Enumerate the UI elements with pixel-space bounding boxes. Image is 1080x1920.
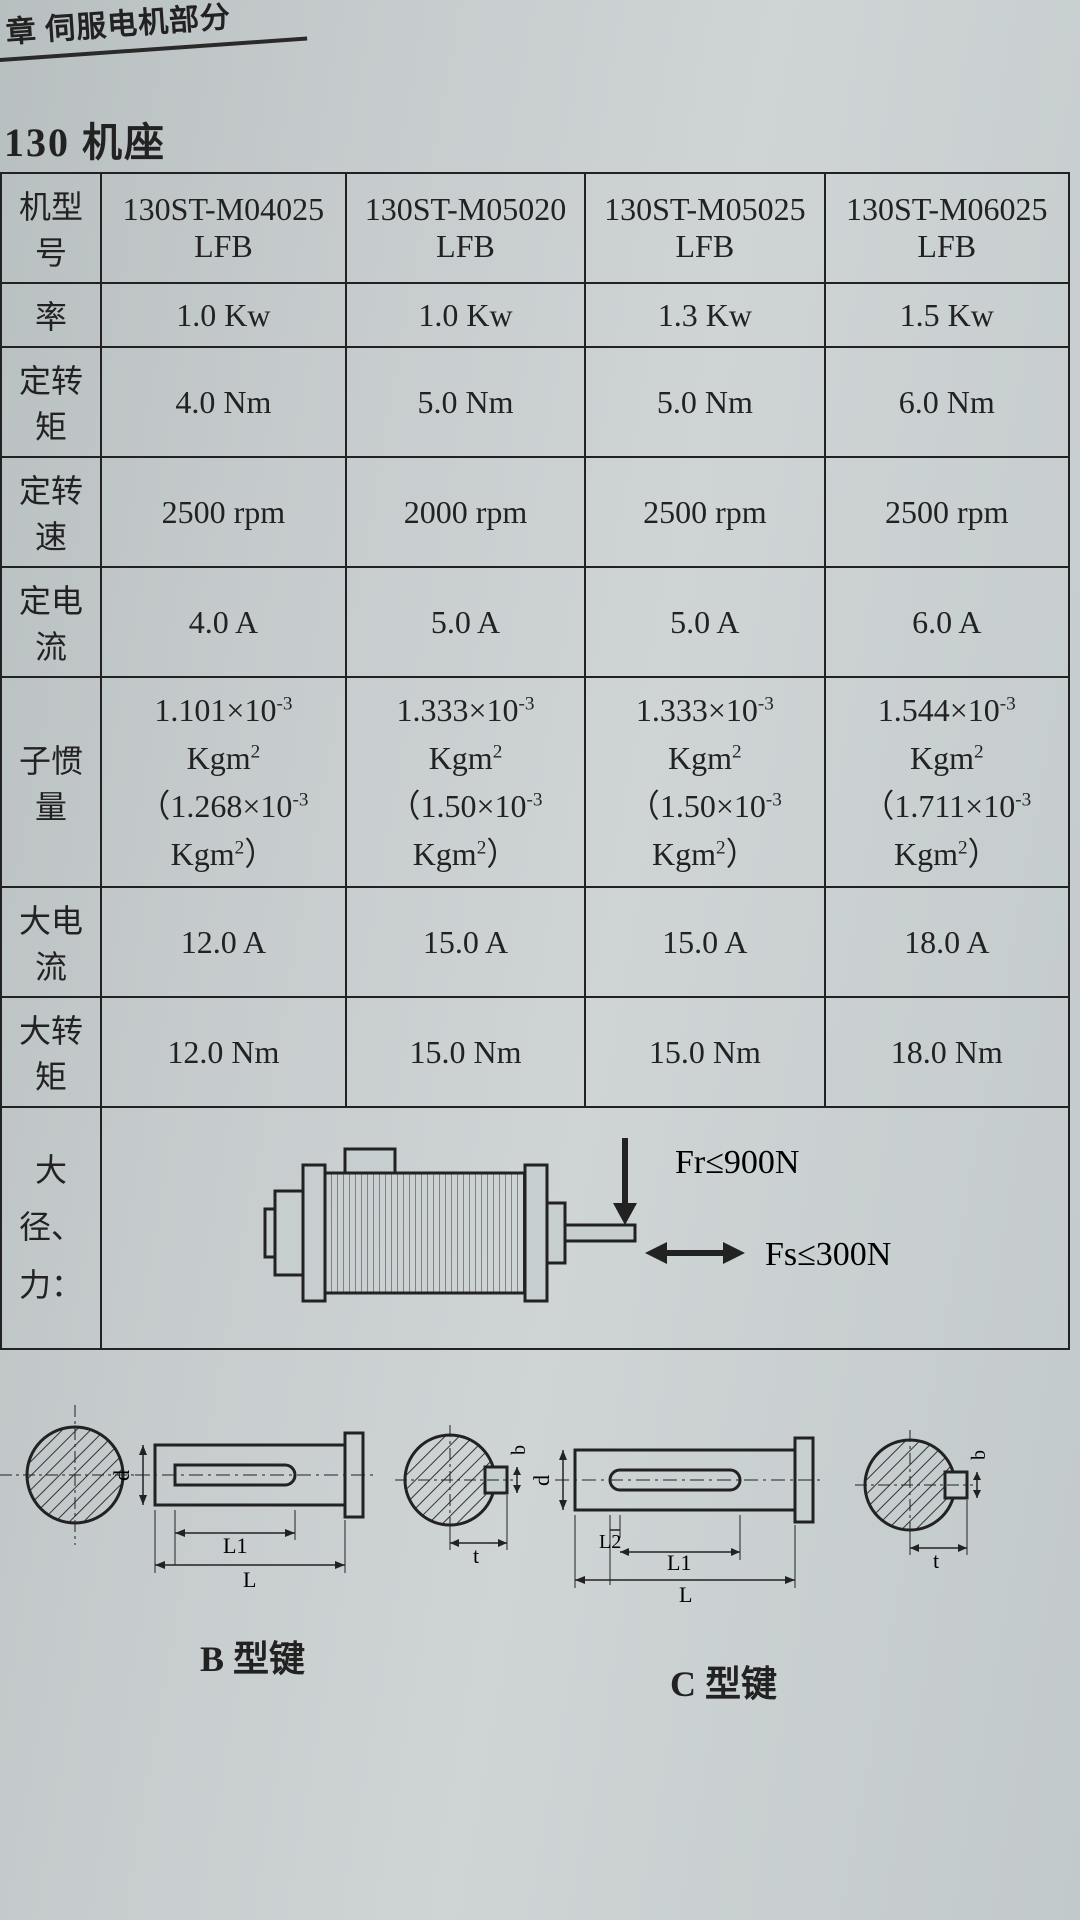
- svg-text:b: b: [968, 1450, 990, 1460]
- cell: 6.0 Nm: [825, 347, 1069, 457]
- table-row: 定转矩 4.0 Nm 5.0 Nm 5.0 Nm 6.0 Nm: [1, 347, 1069, 457]
- cell: 1.0 Kw: [346, 283, 585, 347]
- cell: 2500 rpm: [101, 457, 346, 567]
- row-label: 定转速: [1, 457, 101, 567]
- table-row: 率 1.0 Kw 1.0 Kw 1.3 Kw 1.5 Kw: [1, 283, 1069, 347]
- row-label: 定转矩: [1, 347, 101, 457]
- cell: 1.3 Kw: [585, 283, 824, 347]
- cell: 15.0 Nm: [585, 997, 824, 1107]
- table-row: 大径、力：: [1, 1107, 1069, 1349]
- cell: 5.0 A: [346, 567, 585, 677]
- row-label: 子惯量: [1, 677, 101, 887]
- cell: 5.0 A: [585, 567, 824, 677]
- cell: 6.0 A: [825, 567, 1069, 677]
- row-label: 定电流: [1, 567, 101, 677]
- cell: 1.5 Kw: [825, 283, 1069, 347]
- cell: 130ST-M05020 LFB: [346, 173, 585, 283]
- key-b-label: B 型键: [200, 1630, 305, 1682]
- section-title: 130 机座: [4, 110, 1070, 168]
- cell: 15.0 A: [585, 887, 824, 997]
- force-diagram-cell: Fr≤900N Fs≤300N: [101, 1107, 1069, 1349]
- cell: 2500 rpm: [825, 457, 1069, 567]
- cell: 4.0 Nm: [101, 347, 346, 457]
- chapter-header: 章 伺服电机部分: [0, 0, 307, 62]
- cell: 1.101×10-3Kgm2（1.268×10-3Kgm2）: [101, 677, 346, 887]
- cell: 5.0 Nm: [585, 347, 824, 457]
- cell: 130ST-M06025 LFB: [825, 173, 1069, 283]
- svg-text:L1: L1: [667, 1550, 691, 1575]
- cell: 15.0 A: [346, 887, 585, 997]
- key-diagrams: d L1 L b: [0, 1380, 1080, 1720]
- svg-text:d: d: [529, 1475, 554, 1486]
- table-row: 定电流 4.0 A 5.0 A 5.0 A 6.0 A: [1, 567, 1069, 677]
- cell: 18.0 Nm: [825, 997, 1069, 1107]
- cell: 1.333×10-3Kgm2（1.50×10-3Kgm2）: [585, 677, 824, 887]
- spec-table: 机型号 130ST-M04025 LFB 130ST-M05020 LFB 13…: [0, 172, 1070, 1350]
- cell: 5.0 Nm: [346, 347, 585, 457]
- svg-text:t: t: [473, 1543, 479, 1568]
- cell: 1.544×10-3Kgm2（1.711×10-3Kgm2）: [825, 677, 1069, 887]
- cell: 2500 rpm: [585, 457, 824, 567]
- table-row: 子惯量 1.101×10-3Kgm2（1.268×10-3Kgm2） 1.333…: [1, 677, 1069, 887]
- row-label: 大转矩: [1, 997, 101, 1107]
- page: 章 伺服电机部分 130 机座 机型号 130ST-M04025 LFB 130…: [0, 0, 1080, 1920]
- row-label: 大径、力：: [1, 1107, 101, 1349]
- cell: 2000 rpm: [346, 457, 585, 567]
- row-label: 率: [1, 283, 101, 347]
- svg-text:L2: L2: [599, 1531, 621, 1553]
- svg-text:t: t: [933, 1548, 939, 1573]
- fr-label: Fr≤900N: [675, 1144, 799, 1181]
- table-row: 大电流 12.0 A 15.0 A 15.0 A 18.0 A: [1, 887, 1069, 997]
- svg-text:L: L: [679, 1582, 692, 1607]
- cell: 130ST-M04025 LFB: [101, 173, 346, 283]
- cell: 12.0 Nm: [101, 997, 346, 1107]
- table-row: 机型号 130ST-M04025 LFB 130ST-M05020 LFB 13…: [1, 173, 1069, 283]
- cell: 15.0 Nm: [346, 997, 585, 1107]
- cell: 130ST-M05025 LFB: [585, 173, 824, 283]
- cell: 1.333×10-3Kgm2（1.50×10-3Kgm2）: [346, 677, 585, 887]
- cell: 1.0 Kw: [101, 283, 346, 347]
- table-row: 大转矩 12.0 Nm 15.0 Nm 15.0 Nm 18.0 Nm: [1, 997, 1069, 1107]
- svg-text:L1: L1: [223, 1533, 247, 1558]
- cell: 12.0 A: [101, 887, 346, 997]
- key-c-label: C 型键: [670, 1655, 777, 1707]
- row-label: 大电流: [1, 887, 101, 997]
- svg-text:d: d: [109, 1470, 134, 1481]
- shaft-key-diagram-icon: d L1 L b: [0, 1380, 1080, 1720]
- cell: 4.0 A: [101, 567, 346, 677]
- cell: 18.0 A: [825, 887, 1069, 997]
- row-label: 机型号: [1, 173, 101, 283]
- motor-diagram-icon: Fr≤900N Fs≤300N: [205, 1113, 965, 1343]
- svg-text:L: L: [243, 1567, 256, 1592]
- svg-text:b: b: [508, 1445, 530, 1455]
- table-row: 定转速 2500 rpm 2000 rpm 2500 rpm 2500 rpm: [1, 457, 1069, 567]
- fs-label: Fs≤300N: [765, 1236, 891, 1273]
